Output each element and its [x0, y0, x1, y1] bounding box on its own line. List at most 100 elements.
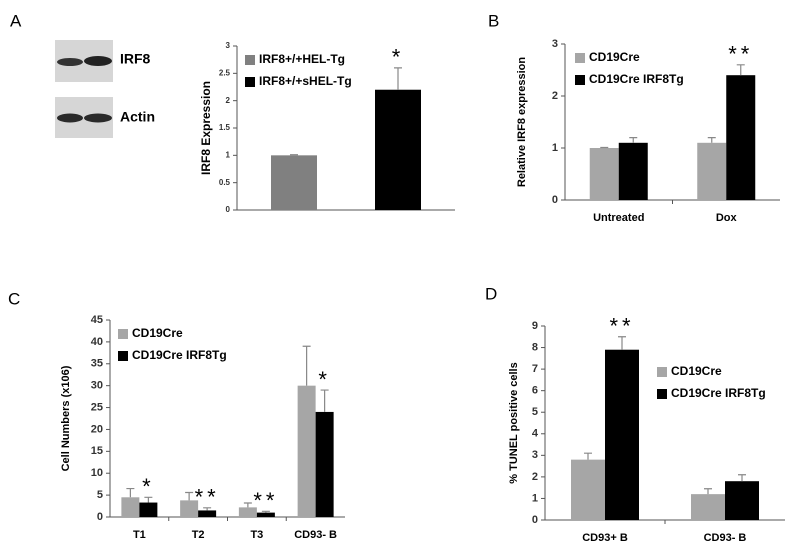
bar	[725, 481, 759, 520]
x-tick-label: T1	[133, 529, 146, 541]
western-blot	[55, 40, 113, 138]
error-bar	[243, 502, 252, 508]
legend-swatch	[245, 77, 255, 87]
legend-swatch	[657, 367, 667, 377]
error-bar	[261, 510, 270, 513]
error-bar	[126, 487, 135, 498]
y-tick-label: 1	[226, 150, 231, 159]
legend-label: IRF8+/+sHEL-Tg	[259, 74, 352, 88]
panel-letter: D	[485, 284, 497, 303]
bar	[605, 349, 639, 520]
error-bar	[629, 137, 638, 143]
y-tick-label: 1	[552, 142, 558, 154]
panel-letter: C	[8, 289, 20, 308]
bar	[691, 494, 725, 520]
legend-label: CD19Cre	[132, 326, 183, 340]
significance-label: *	[142, 474, 155, 499]
bar	[726, 75, 756, 200]
y-tick-label: 6	[532, 385, 538, 397]
bar	[198, 510, 217, 517]
y-tick-label: 10	[91, 467, 103, 479]
bar	[571, 459, 605, 520]
legend-swatch	[575, 75, 585, 85]
bar	[375, 89, 421, 210]
legend-swatch	[575, 53, 585, 63]
error-bar	[707, 137, 716, 143]
bar	[297, 385, 316, 517]
x-tick-label: Untreated	[593, 212, 644, 224]
legend-label: IRF8+/+HEL-Tg	[259, 52, 345, 66]
y-tick-label: 3	[226, 41, 231, 50]
bar	[256, 512, 275, 517]
blot-label: Actin	[120, 109, 155, 125]
y-tick-label: 0	[552, 194, 558, 206]
x-tick-label: T3	[250, 529, 263, 541]
error-bar	[320, 389, 329, 412]
bar	[589, 148, 619, 200]
y-tick-label: 20	[91, 423, 103, 435]
legend-swatch	[118, 329, 128, 339]
y-axis-label: Relative IRF8 expression	[516, 57, 528, 188]
y-tick-label: 30	[91, 380, 103, 392]
y-tick-label: 5	[97, 489, 103, 501]
y-tick-label: 2	[226, 96, 231, 105]
error-bar	[584, 452, 592, 460]
y-tick-label: 25	[91, 401, 103, 413]
error-bar	[290, 154, 298, 156]
y-tick-label: 8	[532, 341, 538, 353]
x-tick-label: CD93+ B	[582, 532, 628, 544]
error-bar	[736, 64, 745, 76]
error-bar	[704, 488, 712, 495]
bar	[238, 507, 257, 517]
legend-label: CD19Cre	[589, 50, 640, 64]
legend-swatch	[657, 389, 667, 399]
error-bar	[600, 146, 609, 149]
x-tick-label: CD93- B	[704, 532, 747, 544]
y-tick-label: 1.5	[219, 123, 231, 132]
significance-label: **	[609, 314, 634, 339]
bar	[697, 142, 727, 200]
blot-band	[57, 113, 83, 123]
legend-label: CD19Cre IRF8Tg	[589, 72, 684, 86]
error-bar	[185, 491, 194, 501]
y-tick-label: 35	[91, 358, 103, 370]
blot-band	[57, 58, 83, 66]
y-axis-label: IRF8 Expression	[199, 81, 213, 175]
y-tick-label: 0	[532, 514, 538, 526]
blot-label: IRF8	[120, 51, 151, 67]
chart-panel: B 0 1 2 3 Relative IRF8 expression Untreated Do…	[488, 11, 780, 224]
y-tick-label: 0	[226, 205, 231, 214]
legend-label: CD19Cre	[671, 364, 722, 378]
y-tick-label: 7	[532, 363, 538, 375]
y-tick-label: 3	[552, 38, 558, 50]
y-tick-label: 45	[91, 314, 103, 326]
y-axis-label: % TUNEL positive cells	[508, 362, 520, 483]
x-tick-label: CD93- B	[294, 529, 337, 541]
legend-swatch	[245, 55, 255, 65]
bar	[139, 502, 158, 517]
bar	[315, 411, 334, 517]
y-tick-label: 2.5	[219, 68, 231, 77]
significance-label: *	[318, 367, 331, 392]
error-bar	[618, 336, 626, 350]
panel-letter: B	[488, 11, 499, 30]
panel-letter: A	[10, 11, 22, 30]
legend-label: CD19Cre IRF8Tg	[671, 386, 766, 400]
error-bar	[738, 474, 746, 482]
y-tick-label: 9	[532, 320, 538, 332]
x-tick-label: T2	[192, 529, 205, 541]
y-tick-label: 1	[532, 492, 538, 504]
y-tick-label: 4	[532, 428, 539, 440]
legend-label: CD19Cre IRF8Tg	[132, 348, 227, 362]
bar	[618, 142, 648, 200]
y-tick-label: 0.5	[219, 178, 231, 187]
error-bar	[203, 507, 212, 511]
bar	[121, 497, 140, 517]
error-bar	[394, 67, 402, 90]
y-tick-label: 3	[532, 449, 538, 461]
blot-band	[84, 56, 112, 66]
chart-panel: D 0 1 2 3 4 5 6 7 8 9 % TUNEL positive cells CD93+ B…	[485, 284, 785, 544]
error-bar	[302, 345, 311, 386]
error-bar	[144, 496, 153, 503]
blot-band	[84, 113, 112, 123]
